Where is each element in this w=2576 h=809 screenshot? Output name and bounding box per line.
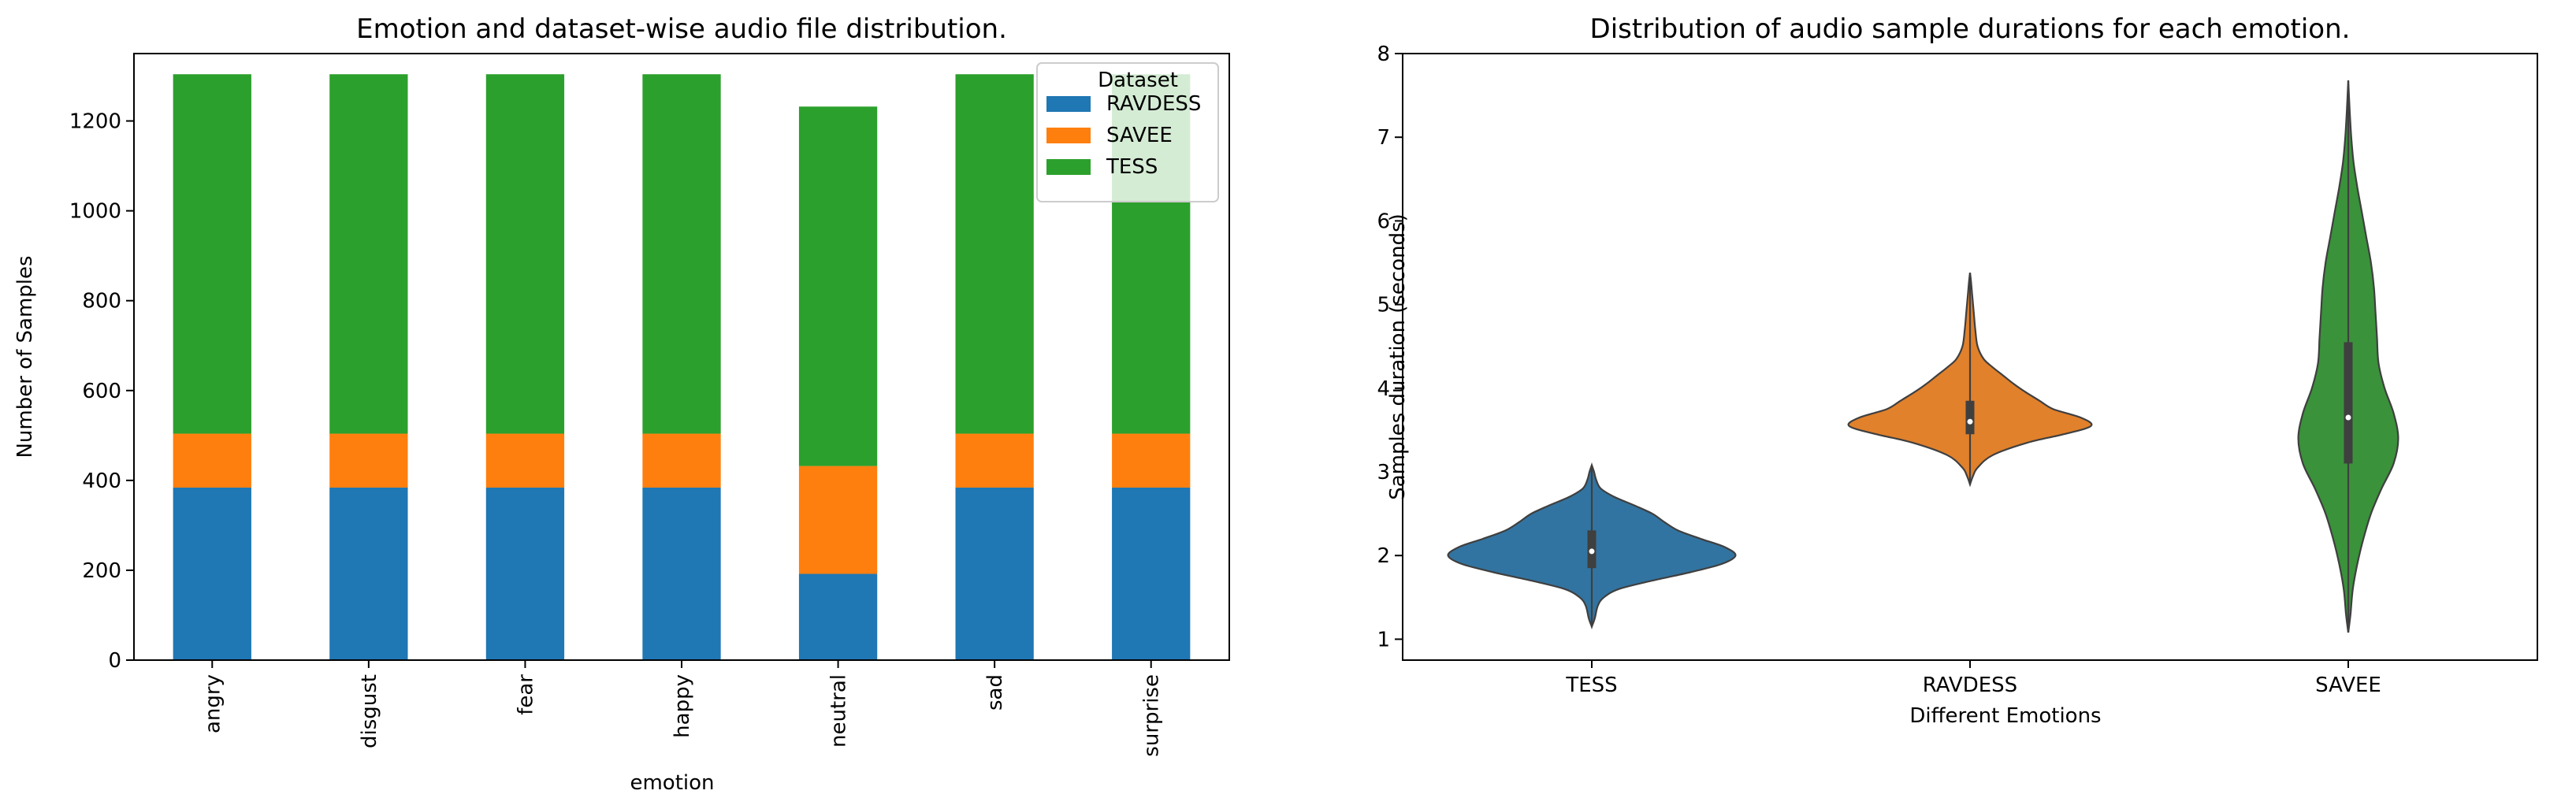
bar-y-tick-label: 200 [82, 559, 121, 583]
violin-x-axis-label: Different Emotions [1909, 704, 2101, 728]
bar-tess-disgust [329, 74, 408, 434]
violin-iqr-box-ravdess [1965, 400, 1975, 435]
violin-y-tick-label: 7 [1377, 126, 1390, 150]
violin-y-tick-label: 4 [1377, 377, 1390, 401]
violin-median-savee [2345, 414, 2351, 421]
legend-label-tess: TESS [1106, 155, 1158, 179]
legend-swatch-savee [1046, 128, 1091, 143]
bar-chart-title: Emotion and dataset-wise audio file dist… [356, 13, 1007, 45]
bar-ravdess-fear [485, 487, 565, 660]
violin-x-axis: TESS RAVDESS SAVEE [1565, 660, 2381, 697]
bar-ravdess-neutral [798, 573, 878, 660]
violin-y-tick-label: 1 [1377, 628, 1390, 651]
bar-x-tick-label: disgust [358, 674, 381, 748]
bar-tess-neutral [798, 106, 878, 466]
legend-label-savee: SAVEE [1106, 124, 1173, 147]
bar-savee-angry [173, 433, 251, 488]
violin-x-tick-label: TESS [1565, 674, 1617, 697]
bar-savee-happy [642, 433, 721, 488]
bar-x-tick-label: angry [201, 674, 225, 733]
bar-savee-fear [485, 433, 565, 488]
bar-savee-disgust [329, 433, 408, 488]
bar-y-tick-label: 400 [82, 469, 121, 493]
bar-ravdess-angry [173, 487, 251, 660]
bar-x-tick-label: neutral [827, 674, 851, 748]
violin-x-tick-label: RAVDESS [1923, 674, 2017, 697]
bar-y-tick-label: 1000 [69, 200, 121, 224]
legend: Dataset RAVDESS SAVEE TESS [1036, 62, 1219, 202]
bar-y-tick-label: 1200 [69, 110, 121, 134]
bar-tess-angry [173, 74, 251, 434]
violin-y-tick-label: 6 [1377, 210, 1390, 233]
bar-savee-surprise [1112, 433, 1191, 488]
violin-plot-area [1447, 80, 2399, 633]
violin-iqr-box-savee [2344, 342, 2353, 464]
bar-x-axis-label: emotion [630, 771, 714, 795]
bar-ravdess-happy [642, 487, 721, 660]
bar-tess-happy [642, 74, 721, 434]
bar-tess-fear [485, 74, 565, 434]
violin-chart: 1 2 3 4 5 6 7 8 TESS RAVDESS SAVEE Distribution o… [1377, 13, 2538, 728]
bar-savee-sad [955, 433, 1034, 488]
violin-median-tess [1589, 548, 1595, 555]
bar-x-axis: angry disgust fear happy neutral sad surprise [201, 660, 1164, 757]
bar-y-tick-label: 800 [82, 290, 121, 314]
violin-y-tick-label: 3 [1377, 461, 1390, 484]
bar-savee-neutral [798, 466, 878, 574]
bar-ravdess-sad [955, 487, 1034, 660]
bar-ravdess-disgust [329, 487, 408, 660]
bar-y-tick-label: 0 [108, 649, 121, 673]
violin-y-tick-label: 8 [1377, 43, 1390, 66]
bar-x-tick-label: surprise [1140, 674, 1164, 757]
violin-x-tick-label: SAVEE [2315, 674, 2381, 697]
violin-y-axis: 1 2 3 4 5 6 7 8 [1377, 43, 1403, 651]
bar-y-tick-label: 600 [82, 380, 121, 403]
legend-title: Dataset [1098, 69, 1178, 92]
violin-chart-title: Distribution of audio sample durations f… [1590, 13, 2351, 45]
legend-swatch-ravdess [1046, 96, 1091, 112]
bar-x-tick-label: sad [983, 674, 1007, 711]
violin-y-tick-label: 5 [1377, 294, 1390, 317]
bar-y-axis: 0 200 400 600 800 1000 1200 [69, 110, 134, 673]
violin-y-tick-label: 2 [1377, 544, 1390, 568]
bar-x-tick-label: happy [671, 674, 694, 738]
legend-label-ravdess: RAVDESS [1106, 92, 1201, 116]
violin-median-ravdess [1967, 418, 1973, 425]
violin-y-axis-label: Samples duration (seconds) [1386, 213, 1410, 500]
legend-items: RAVDESS SAVEE TESS [1046, 92, 1201, 179]
bar-chart: 0 200 400 600 800 1000 1200 angry disgust fear ha… [13, 13, 1230, 795]
bar-y-axis-label: Number of Samples [13, 255, 37, 458]
bar-tess-sad [955, 74, 1034, 434]
bar-x-tick-label: fear [514, 674, 537, 715]
bar-ravdess-surprise [1112, 487, 1191, 660]
legend-swatch-tess [1046, 159, 1091, 175]
